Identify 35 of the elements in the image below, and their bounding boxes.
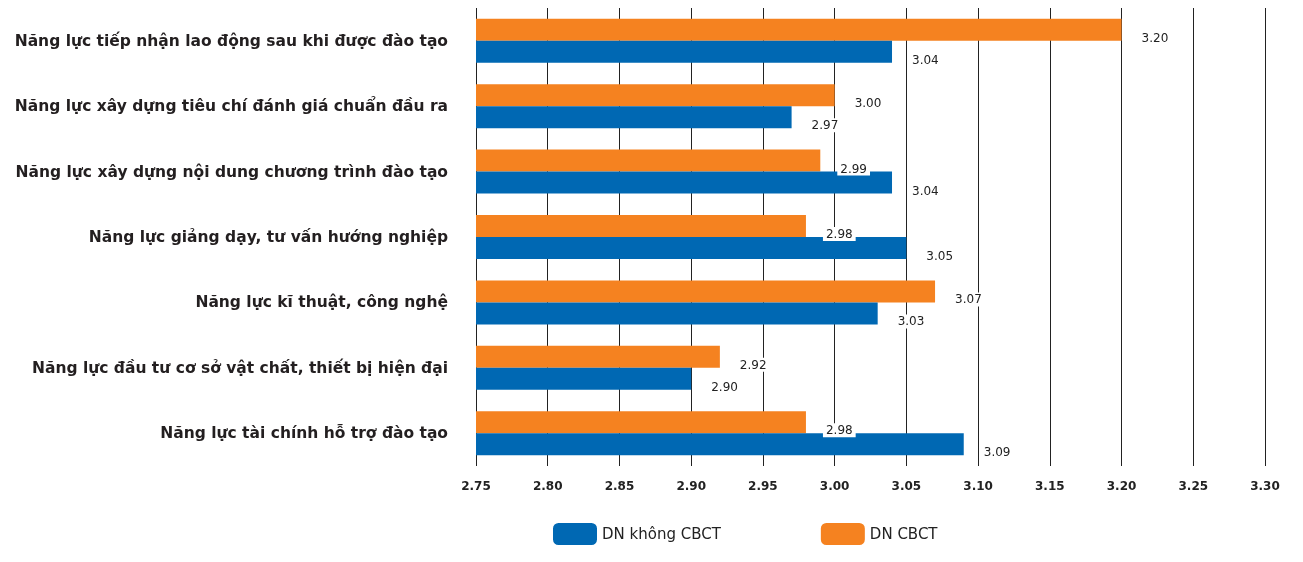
x-tick-label: 2.95 bbox=[748, 479, 778, 493]
data-label: 3.04 bbox=[912, 52, 939, 67]
y-tick-label: Năng lực tài chính hỗ trợ đào tạo bbox=[160, 424, 448, 443]
y-tick-label: Năng lực tiếp nhận lao động sau khi được đào tạo bbox=[14, 30, 448, 50]
data-label: 2.92 bbox=[739, 357, 767, 372]
x-tick-label: 2.80 bbox=[532, 479, 563, 493]
data-label: 2.99 bbox=[840, 161, 868, 176]
x-tick-label: 2.90 bbox=[676, 479, 706, 493]
x-tick-label: 3.15 bbox=[1035, 479, 1065, 493]
x-tick-label: 3.05 bbox=[891, 479, 922, 493]
x-tick-label: 3.20 bbox=[1106, 479, 1137, 493]
x-tick-label: 3.10 bbox=[963, 479, 993, 493]
data-label: 2.98 bbox=[825, 227, 853, 241]
data-label: 3.00 bbox=[854, 96, 882, 111]
data-label: 2.90 bbox=[711, 379, 738, 394]
data-label: 3.20 bbox=[1141, 30, 1169, 45]
x-tick-label: 3.30 bbox=[1250, 479, 1280, 493]
data-label: 3.05 bbox=[926, 249, 954, 263]
legend-label: DN không CBCT bbox=[602, 525, 722, 543]
y-tick-label: Năng lực giảng dạy, tư vấn hướng nghiệp bbox=[88, 228, 448, 246]
y-tick-label: Năng lực xây dựng nội dung chương trình đào tạo bbox=[15, 162, 448, 181]
data-label: 3.03 bbox=[897, 314, 925, 329]
y-tick-label: Năng lực đầu tư cơ sở vật chất, thiết bị hiện đại bbox=[31, 357, 448, 377]
x-tick-label: 3.25 bbox=[1178, 479, 1209, 493]
data-label: 3.07 bbox=[955, 292, 982, 307]
data-label: 2.97 bbox=[811, 118, 839, 133]
legend-label: DN CBCT bbox=[869, 525, 939, 543]
data-label: 3.09 bbox=[983, 445, 1011, 460]
y-tick-label: Năng lực xây dựng tiêu chí đánh giá chuẩn đầu ra bbox=[14, 96, 448, 116]
data-label: 3.04 bbox=[912, 183, 939, 198]
y-tick-label: Năng lực kĩ thuật, công nghệ bbox=[195, 293, 448, 312]
x-tick-label: 3.00 bbox=[819, 479, 850, 493]
data-label: 2.98 bbox=[825, 423, 853, 438]
x-tick-label: 2.85 bbox=[604, 479, 635, 493]
x-tick-label: 2.75 bbox=[461, 479, 491, 493]
